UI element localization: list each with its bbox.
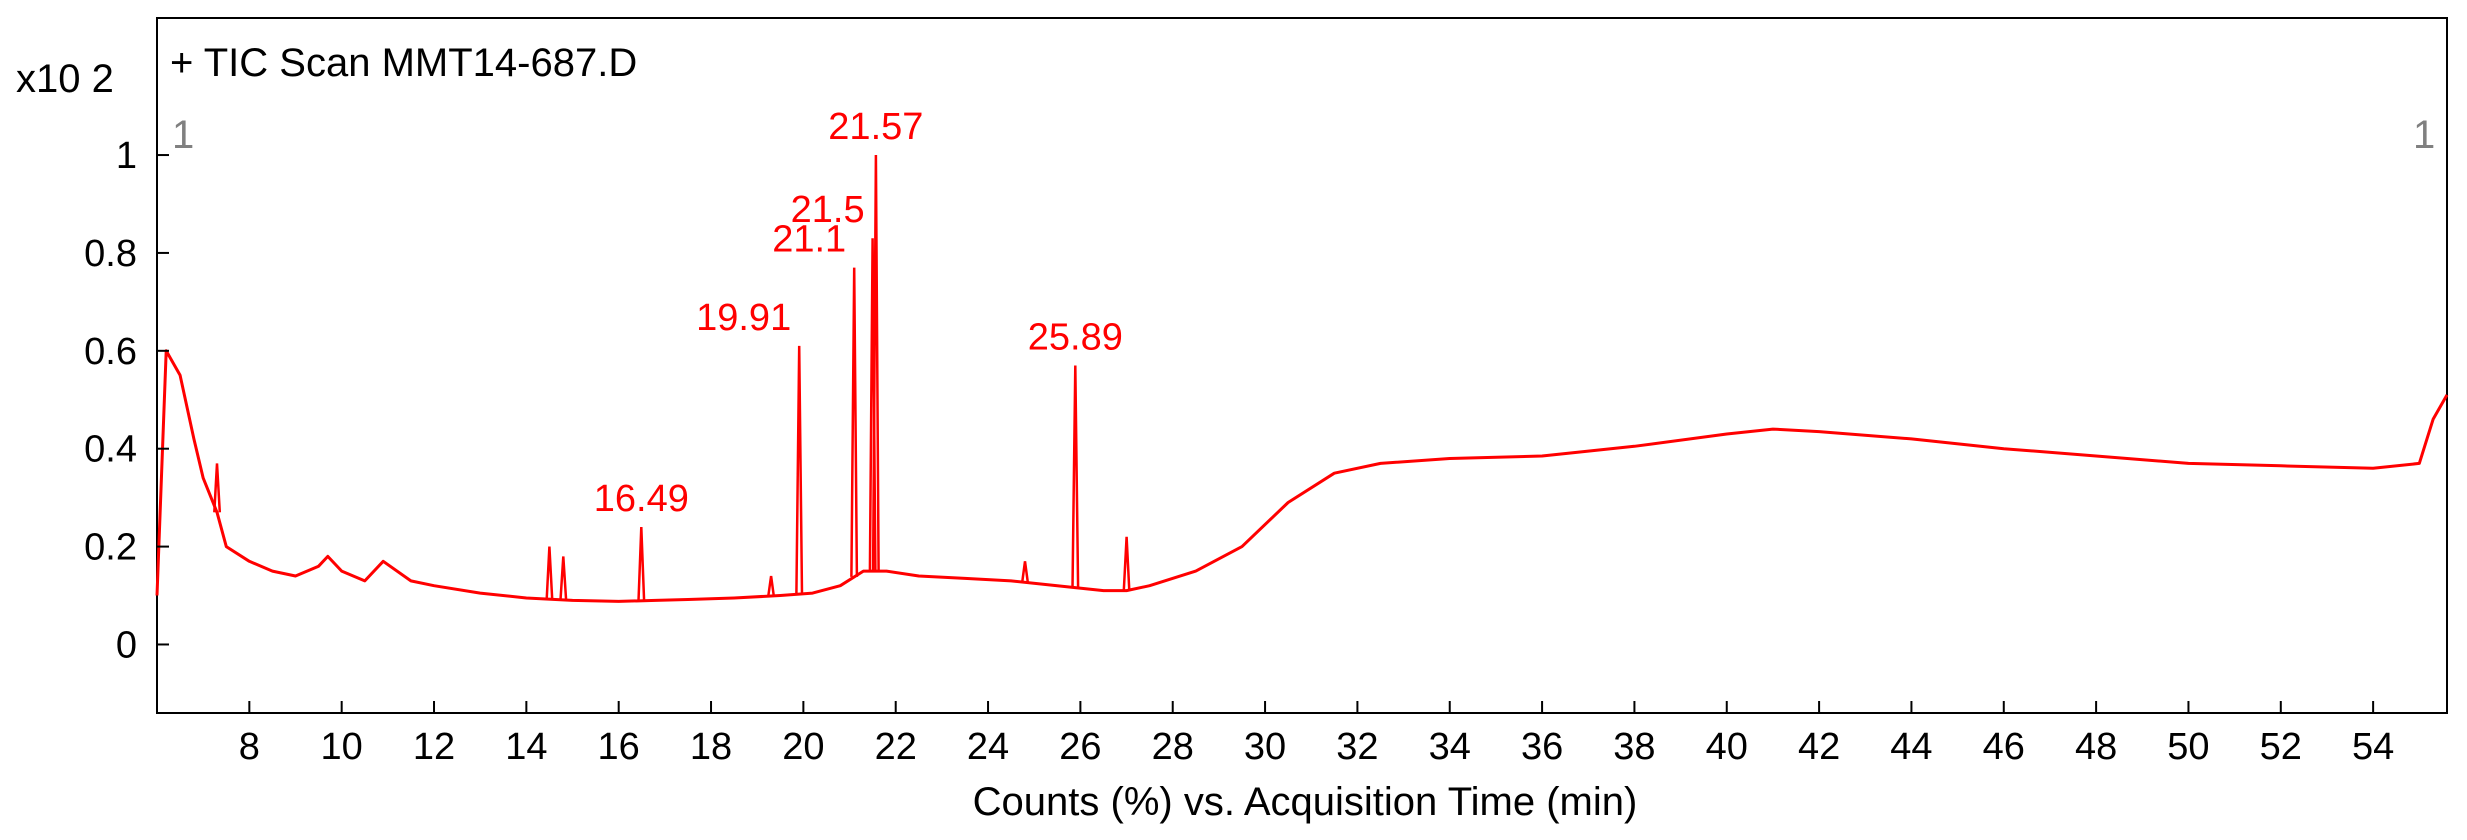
peak-spike [1122, 536, 1131, 591]
x-tick-label: 10 [321, 726, 363, 768]
peak-label: 16.49 [594, 478, 689, 520]
x-axis-ticks: 8 10 12 14 16 18 20 22 24 26 28 30 32 34 36 38 40 42 44 46 4… [239, 701, 2394, 768]
range-marker-right: 1 [2413, 113, 2435, 157]
y-axis-ticks: 0 0.2 0.4 0.6 0.8 1 [84, 135, 169, 666]
plot-frame [156, 17, 2448, 714]
y-multiplier-label: x10 2 [16, 57, 114, 101]
x-tick-label: 30 [1244, 726, 1286, 768]
x-tick-label: 44 [1890, 726, 1932, 768]
y-tick-label: 0.6 [84, 331, 137, 373]
x-tick-label: 22 [875, 726, 917, 768]
x-tick-label: 26 [1059, 726, 1101, 768]
x-tick-label: 38 [1613, 726, 1655, 768]
peak-label: 21.5 [791, 189, 865, 231]
peak-spike [1020, 561, 1030, 583]
peak-spike [767, 575, 776, 597]
x-tick-label: 18 [690, 726, 732, 768]
x-tick-label: 32 [1336, 726, 1378, 768]
x-tick-label: 52 [2260, 726, 2302, 768]
x-tick-label: 24 [967, 726, 1009, 768]
peak-spike [795, 345, 804, 595]
peak-spike [545, 546, 554, 600]
y-tick-label: 1 [116, 135, 137, 177]
x-tick-label: 34 [1429, 726, 1471, 768]
x-tick-label: 48 [2075, 726, 2117, 768]
x-tick-label: 46 [1983, 726, 2025, 768]
peak-spike [637, 526, 646, 601]
x-tick-label: 12 [413, 726, 455, 768]
y-tick-label: 0.8 [84, 233, 137, 275]
peak-spike [1071, 365, 1080, 588]
peak-spike [871, 154, 880, 572]
x-tick-label: 16 [598, 726, 640, 768]
peak-spike [559, 556, 568, 600]
series-layer [155, 154, 2449, 603]
y-tick-label: 0.4 [84, 429, 137, 471]
y-tick-label: 0.2 [84, 527, 137, 569]
x-tick-label: 42 [1798, 726, 1840, 768]
range-marker-left: 1 [172, 113, 194, 157]
peak-spike [850, 267, 859, 577]
peak-spike [213, 463, 222, 513]
peak-label: 25.89 [1028, 317, 1123, 359]
x-axis-title: Counts (%) vs. Acquisition Time (min) [973, 780, 1638, 824]
x-tick-label: 14 [505, 726, 547, 768]
x-tick-label: 36 [1521, 726, 1563, 768]
x-tick-label: 28 [1152, 726, 1194, 768]
x-tick-label: 8 [239, 726, 260, 768]
x-tick-label: 50 [2167, 726, 2209, 768]
peak-label: 21.1 [772, 219, 846, 261]
x-tick-label: 54 [2352, 726, 2394, 768]
peak-labels: 16.49 19.91 21.121.5 21.57 25.89 [594, 106, 1123, 520]
peak-label: 19.91 [696, 297, 791, 339]
x-tick-label: 40 [1706, 726, 1748, 768]
x-tick-label: 20 [782, 726, 824, 768]
y-tick-label: 0 [116, 624, 137, 666]
chart-title: + TIC Scan MMT14-687.D [170, 41, 637, 85]
peak-label: 21.57 [828, 106, 923, 148]
